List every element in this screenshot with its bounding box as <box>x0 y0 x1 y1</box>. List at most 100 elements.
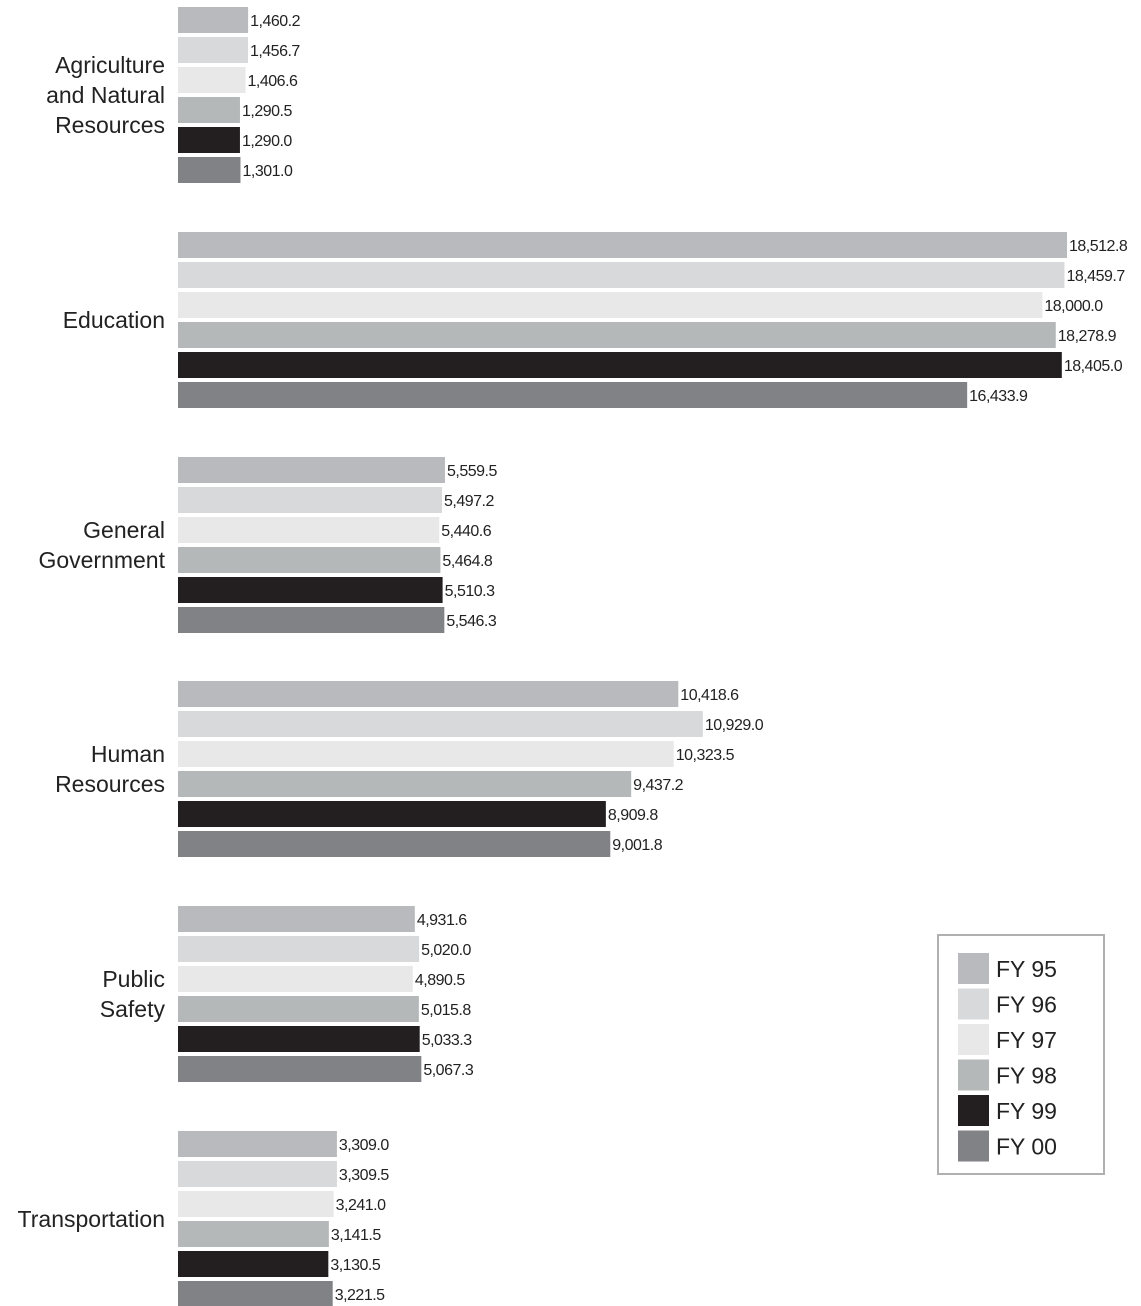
category-label-education-line-1: Education <box>63 307 165 333</box>
category-label-agriculture-and-natural-resources-line-3: Resources <box>55 112 165 138</box>
legend-label-fy-00: FY 00 <box>996 1134 1057 1160</box>
value-label-agriculture-and-natural-resources-fy-95: 1,460.2 <box>250 13 300 30</box>
bar-human-resources-fy-99 <box>178 801 606 827</box>
bar-education-fy-99 <box>178 352 1062 378</box>
legend-swatch-fy-96 <box>958 988 989 1020</box>
value-label-general-government-fy-97: 5,440.6 <box>441 523 491 540</box>
category-label-agriculture-and-natural-resources-line-1: Agriculture <box>55 52 165 78</box>
bar-education-fy-98 <box>178 322 1056 348</box>
bars-group <box>178 7 1067 1306</box>
bar-public-safety-fy-95 <box>178 906 415 932</box>
category-label-transportation-line-1: Transportation <box>18 1206 165 1232</box>
value-label-agriculture-and-natural-resources-fy-99: 1,290.0 <box>242 133 292 150</box>
value-label-education-fy-97: 18,000.0 <box>1044 298 1103 315</box>
legend-swatch-fy-98 <box>958 1059 989 1091</box>
bar-human-resources-fy-95 <box>178 681 679 707</box>
value-label-human-resources-fy-00: 9,001.8 <box>612 837 662 854</box>
bar-general-government-fy-00 <box>178 607 445 633</box>
value-label-agriculture-and-natural-resources-fy-97: 1,406.6 <box>248 73 298 90</box>
bar-public-safety-fy-00 <box>178 1056 422 1082</box>
value-label-human-resources-fy-99: 8,909.8 <box>608 807 658 824</box>
bar-education-fy-96 <box>178 262 1065 288</box>
bar-transportation-fy-98 <box>178 1221 329 1247</box>
category-label-human-resources-line-2: Resources <box>55 771 165 797</box>
value-label-transportation-fy-00: 3,221.5 <box>335 1287 385 1304</box>
bar-education-fy-95 <box>178 232 1067 258</box>
bar-transportation-fy-96 <box>178 1161 337 1187</box>
bar-public-safety-fy-98 <box>178 996 419 1022</box>
value-label-human-resources-fy-97: 10,323.5 <box>676 747 735 764</box>
category-label-public-safety-line-2: Safety <box>100 996 166 1022</box>
value-label-public-safety-fy-98: 5,015.8 <box>421 1002 471 1019</box>
value-label-public-safety-fy-97: 4,890.5 <box>415 972 465 989</box>
bar-agriculture-and-natural-resources-fy-96 <box>178 37 248 63</box>
bar-education-fy-97 <box>178 292 1043 318</box>
bar-transportation-fy-95 <box>178 1131 337 1157</box>
legend-label-fy-98: FY 98 <box>996 1063 1057 1089</box>
bar-general-government-fy-99 <box>178 577 443 603</box>
legend-swatch-fy-97 <box>958 1024 989 1055</box>
bar-human-resources-fy-97 <box>178 741 674 767</box>
value-label-education-fy-99: 18,405.0 <box>1064 358 1123 375</box>
legend: FY 95 FY 96 FY 97 FY 98 FY 99 FY 00 <box>937 934 1105 1175</box>
value-label-transportation-fy-99: 3,130.5 <box>330 1257 380 1274</box>
value-label-human-resources-fy-98: 9,437.2 <box>633 777 683 794</box>
value-label-public-safety-fy-96: 5,020.0 <box>421 942 471 959</box>
bar-general-government-fy-98 <box>178 547 441 573</box>
category-label-public-safety-line-1: Public <box>102 966 165 992</box>
legend-swatch-fy-99 <box>958 1095 989 1126</box>
value-label-general-government-fy-00: 5,546.3 <box>446 613 496 630</box>
bar-human-resources-fy-96 <box>178 711 703 737</box>
value-label-transportation-fy-96: 3,309.5 <box>339 1167 389 1184</box>
bar-transportation-fy-97 <box>178 1191 334 1217</box>
value-label-general-government-fy-98: 5,464.8 <box>442 553 492 570</box>
value-label-human-resources-fy-95: 10,418.6 <box>680 687 739 704</box>
value-label-public-safety-fy-00: 5,067.3 <box>423 1062 473 1079</box>
value-label-transportation-fy-95: 3,309.0 <box>339 1137 389 1154</box>
bar-public-safety-fy-96 <box>178 936 420 962</box>
value-label-general-government-fy-99: 5,510.3 <box>445 583 495 600</box>
value-label-education-fy-00: 16,433.9 <box>969 388 1028 405</box>
bar-general-government-fy-96 <box>178 487 442 513</box>
bar-transportation-fy-99 <box>178 1251 329 1277</box>
bar-public-safety-fy-97 <box>178 966 413 992</box>
value-label-agriculture-and-natural-resources-fy-96: 1,456.7 <box>250 43 300 60</box>
value-label-agriculture-and-natural-resources-fy-00: 1,301.0 <box>242 163 292 180</box>
value-label-public-safety-fy-95: 4,931.6 <box>417 912 467 929</box>
bar-human-resources-fy-00 <box>178 831 611 857</box>
legend-label-fy-96: FY 96 <box>996 992 1057 1018</box>
category-label-general-government-line-1: General <box>83 517 165 543</box>
value-label-education-fy-95: 18,512.8 <box>1069 238 1128 255</box>
value-labels-group: 1,460.2 1,456.7 1,406.6 1,290.5 1,290.0 1,301… <box>242 13 1128 1304</box>
bar-agriculture-and-natural-resources-fy-00 <box>178 157 241 183</box>
value-label-human-resources-fy-96: 10,929.0 <box>705 717 764 734</box>
bar-agriculture-and-natural-resources-fy-97 <box>178 67 246 93</box>
category-labels-group: Agriculture and Natural Resources Education… <box>18 52 166 1232</box>
category-label-human-resources-line-1: Human <box>91 741 165 767</box>
value-label-transportation-fy-97: 3,241.0 <box>336 1197 386 1214</box>
bar-general-government-fy-97 <box>178 517 440 543</box>
value-label-education-fy-98: 18,278.9 <box>1058 328 1117 345</box>
legend-label-fy-97: FY 97 <box>996 1027 1057 1053</box>
value-label-general-government-fy-95: 5,559.5 <box>447 463 497 480</box>
value-label-transportation-fy-98: 3,141.5 <box>331 1227 381 1244</box>
legend-label-fy-95: FY 95 <box>996 956 1057 982</box>
bar-general-government-fy-95 <box>178 457 445 483</box>
bar-human-resources-fy-98 <box>178 771 632 797</box>
legend-label-fy-99: FY 99 <box>996 1098 1057 1124</box>
value-label-education-fy-96: 18,459.7 <box>1066 268 1125 285</box>
bar-education-fy-00 <box>178 382 968 408</box>
value-label-public-safety-fy-99: 5,033.3 <box>422 1032 472 1049</box>
bar-agriculture-and-natural-resources-fy-98 <box>178 97 240 123</box>
category-label-general-government-line-2: Government <box>38 547 165 573</box>
bar-transportation-fy-00 <box>178 1281 333 1306</box>
legend-swatch-fy-95 <box>958 953 989 984</box>
bar-agriculture-and-natural-resources-fy-99 <box>178 127 240 153</box>
category-label-agriculture-and-natural-resources-line-2: and Natural <box>46 82 165 108</box>
value-label-general-government-fy-96: 5,497.2 <box>444 493 494 510</box>
value-label-agriculture-and-natural-resources-fy-98: 1,290.5 <box>242 103 292 120</box>
bar-public-safety-fy-99 <box>178 1026 420 1052</box>
bar-agriculture-and-natural-resources-fy-95 <box>178 7 249 33</box>
legend-swatch-fy-00 <box>958 1130 989 1162</box>
